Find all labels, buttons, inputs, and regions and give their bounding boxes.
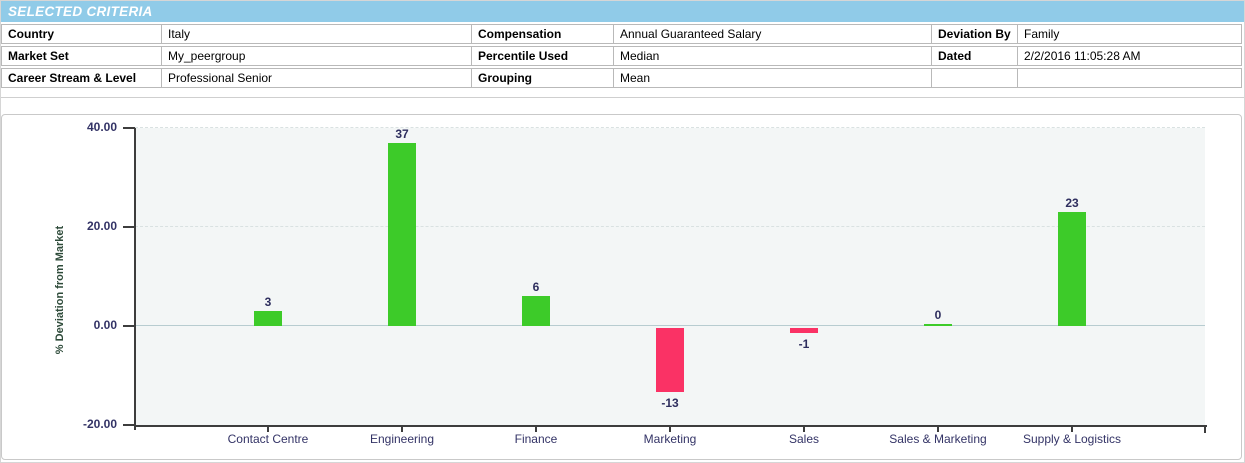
x-category-label: Sales & Marketing xyxy=(889,432,987,446)
x-tick-mark xyxy=(267,427,269,432)
y-tick-label: 20.00 xyxy=(86,219,117,233)
bar-value-label: 6 xyxy=(532,280,540,294)
bar xyxy=(656,328,684,392)
criteria-value-empty xyxy=(1017,69,1241,87)
bar-value-label: 3 xyxy=(264,295,272,309)
y-tick-mark xyxy=(123,325,135,327)
gridline xyxy=(135,226,1205,227)
x-axis-end-tick xyxy=(1204,427,1206,433)
bar-value-label: 37 xyxy=(395,127,409,141)
bar xyxy=(388,143,416,326)
criteria-value-dated: 2/2/2016 11:05:28 AM xyxy=(1017,47,1241,65)
x-category-label: Marketing xyxy=(643,432,697,446)
criteria-label-grouping: Grouping xyxy=(471,69,613,87)
y-tick-label: 0.00 xyxy=(93,318,117,332)
bar-value-label: 0 xyxy=(934,308,942,322)
criteria-value-deviation-by: Family xyxy=(1017,25,1241,43)
criteria-row: Market Set My_peergroup Percentile Used … xyxy=(1,46,1242,66)
bar xyxy=(790,328,818,333)
criteria-label-empty xyxy=(931,69,1017,87)
y-tick-mark xyxy=(123,424,135,426)
bar xyxy=(924,324,952,326)
criteria-value-grouping: Mean xyxy=(613,69,931,87)
criteria-label-career-stream: Career Stream & Level xyxy=(8,71,137,85)
criteria-row: Country Italy Compensation Annual Guaran… xyxy=(1,24,1242,44)
bar-value-label: 23 xyxy=(1065,196,1079,210)
x-tick-mark xyxy=(535,427,537,432)
x-tick-mark xyxy=(803,427,805,432)
bar xyxy=(1058,212,1086,326)
gridline xyxy=(135,325,1205,326)
gridline xyxy=(135,127,1205,128)
criteria-label-compensation: Compensation xyxy=(471,25,613,43)
criteria-value-market-set: My_peergroup xyxy=(161,47,471,65)
criteria-label-percentile-used: Percentile Used xyxy=(471,47,613,65)
y-tick-mark xyxy=(123,226,135,228)
x-category-label: Engineering xyxy=(369,432,435,446)
chart-panel: % Deviation from Market 40.00 20.00 0.00 -2… xyxy=(1,114,1242,460)
criteria-value-compensation: Annual Guaranteed Salary xyxy=(613,25,931,43)
x-tick-mark xyxy=(937,427,939,432)
criteria-row: Career Stream & Level Professional Senio… xyxy=(1,68,1242,88)
criteria-label-dated: Dated xyxy=(931,47,1017,65)
section-divider xyxy=(1,97,1244,98)
criteria-label-deviation-by: Deviation By xyxy=(931,25,1017,43)
bar-value-label: -13 xyxy=(661,396,679,410)
selected-criteria-title: SELECTED CRITERIA xyxy=(8,4,153,19)
criteria-value-career-stream: Professional Senior xyxy=(161,69,471,87)
criteria-value-country: Italy xyxy=(161,25,471,43)
criteria-label-market-set: Market Set xyxy=(8,49,69,63)
bar-value-label: -1 xyxy=(798,337,810,351)
x-tick-mark xyxy=(669,427,671,432)
x-tick-mark xyxy=(401,427,403,432)
y-axis-line xyxy=(134,128,136,430)
y-tick-label: 40.00 xyxy=(86,120,117,134)
criteria-value-percentile-used: Median xyxy=(613,47,931,65)
bar xyxy=(522,296,550,326)
x-category-label: Contact Centre xyxy=(227,432,309,446)
y-tick-label: -20.00 xyxy=(82,417,117,431)
selected-criteria-header: SELECTED CRITERIA xyxy=(1,1,1244,22)
x-tick-mark xyxy=(1071,427,1073,432)
x-category-label: Finance xyxy=(514,432,558,446)
bar xyxy=(254,311,282,326)
x-axis-line xyxy=(134,425,1207,427)
y-axis-title: % Deviation from Market xyxy=(54,225,66,355)
y-tick-mark xyxy=(123,127,135,129)
criteria-label-country: Country xyxy=(8,27,54,41)
x-category-label: Sales xyxy=(788,432,820,446)
x-category-label: Supply & Logistics xyxy=(1022,432,1122,446)
